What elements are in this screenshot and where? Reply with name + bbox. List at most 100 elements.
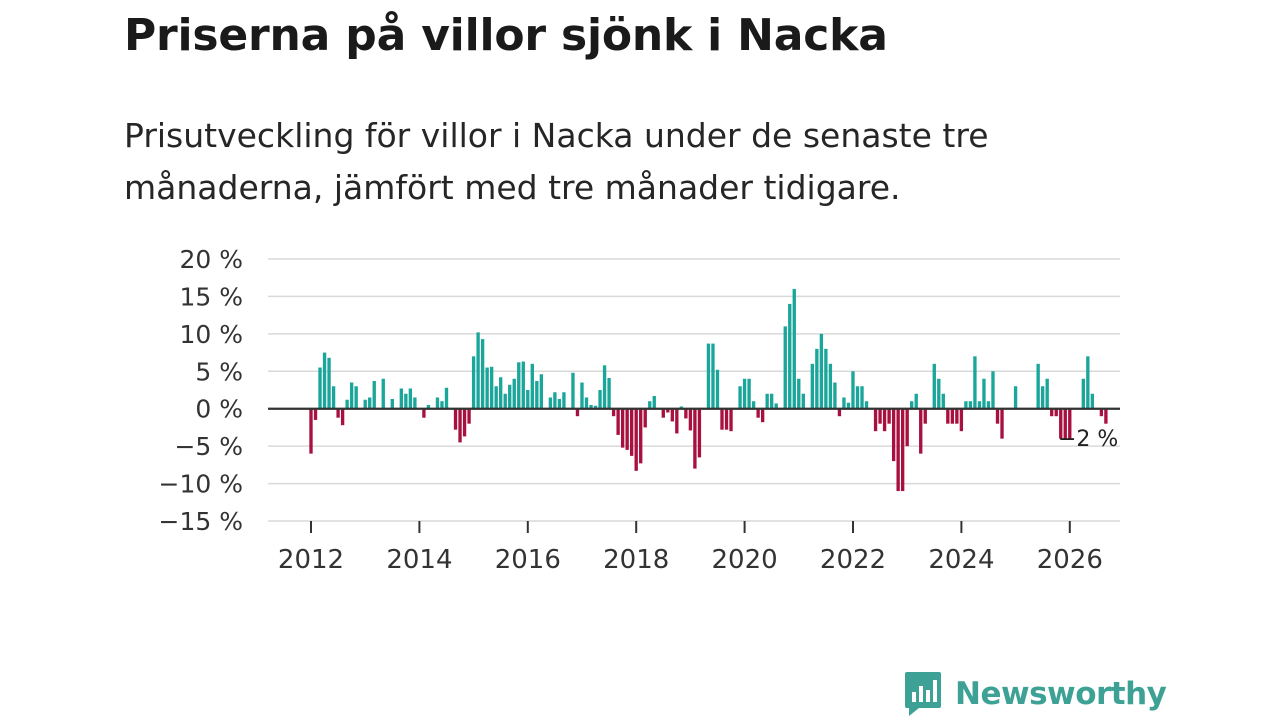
bar bbox=[810, 363, 815, 409]
bar bbox=[399, 388, 404, 409]
bar bbox=[973, 356, 977, 409]
logo-text: Newsworthy bbox=[955, 676, 1167, 712]
bar bbox=[679, 406, 684, 409]
bar bbox=[959, 408, 964, 432]
bar bbox=[440, 401, 444, 409]
y-tick-label: 5 % bbox=[195, 357, 243, 386]
bar bbox=[900, 408, 905, 492]
bar bbox=[458, 408, 462, 443]
bar bbox=[715, 369, 720, 409]
bar bbox=[661, 408, 665, 418]
bar bbox=[602, 365, 607, 409]
bar bbox=[476, 332, 480, 409]
bar bbox=[607, 378, 611, 409]
bar bbox=[738, 386, 742, 409]
bar bbox=[824, 348, 828, 409]
bar bbox=[887, 408, 891, 424]
bar bbox=[923, 408, 927, 424]
bar bbox=[535, 381, 539, 409]
bar bbox=[639, 408, 643, 464]
bar bbox=[1081, 378, 1085, 409]
bar bbox=[837, 408, 842, 417]
bar bbox=[1045, 378, 1049, 409]
bar bbox=[747, 378, 751, 409]
bar bbox=[390, 398, 394, 409]
bar bbox=[643, 408, 647, 428]
bar bbox=[368, 397, 372, 409]
bar bbox=[471, 356, 476, 409]
bar bbox=[1054, 408, 1058, 417]
bar bbox=[688, 408, 693, 431]
bar bbox=[919, 408, 923, 454]
y-tick-label: 15 % bbox=[179, 282, 243, 311]
y-tick-label: 10 % bbox=[179, 320, 243, 349]
bar bbox=[426, 404, 431, 409]
x-tick-label: 2018 bbox=[603, 545, 669, 575]
bar bbox=[968, 401, 973, 409]
bar bbox=[1063, 408, 1067, 439]
bar bbox=[986, 401, 991, 409]
bar bbox=[914, 393, 918, 409]
bar bbox=[327, 357, 331, 409]
bar bbox=[946, 408, 950, 424]
bar bbox=[322, 352, 327, 409]
bar bbox=[629, 408, 634, 456]
last-value-annotation: −2 % bbox=[1058, 427, 1118, 452]
bar bbox=[318, 367, 322, 409]
bar bbox=[684, 408, 688, 419]
bar bbox=[801, 393, 805, 409]
newsworthy-logo-icon bbox=[905, 672, 941, 716]
bar bbox=[819, 333, 824, 409]
bar bbox=[435, 397, 440, 409]
bar bbox=[562, 392, 566, 409]
bar bbox=[309, 408, 313, 454]
bar bbox=[462, 408, 467, 437]
x-tick-label: 2022 bbox=[820, 545, 886, 575]
bar bbox=[1090, 393, 1095, 409]
bar bbox=[693, 408, 697, 469]
bar bbox=[652, 395, 656, 409]
bar bbox=[526, 390, 530, 409]
page-title: Priserna på villor sjönk i Nacka bbox=[124, 10, 888, 61]
bar bbox=[331, 386, 336, 409]
bar bbox=[797, 378, 801, 409]
y-tick-label: −5 % bbox=[174, 432, 243, 461]
bar bbox=[720, 408, 724, 430]
bar bbox=[553, 392, 557, 409]
bar bbox=[512, 378, 516, 409]
y-tick-label: −15 % bbox=[159, 507, 243, 536]
bar bbox=[846, 402, 851, 409]
bar bbox=[774, 403, 778, 409]
bar bbox=[634, 408, 638, 471]
bar bbox=[453, 408, 458, 430]
bar bbox=[489, 366, 494, 409]
bar bbox=[530, 363, 534, 409]
x-tick-label: 2014 bbox=[386, 545, 452, 575]
bar bbox=[557, 398, 562, 409]
bar bbox=[783, 326, 787, 409]
bar bbox=[422, 408, 426, 418]
bar bbox=[770, 393, 774, 409]
bar bbox=[480, 339, 485, 409]
bar bbox=[896, 408, 900, 492]
bar bbox=[1050, 408, 1054, 417]
bar bbox=[521, 361, 525, 409]
bar bbox=[349, 382, 354, 409]
bar bbox=[905, 408, 909, 447]
bar bbox=[891, 408, 896, 462]
x-tick-label: 2024 bbox=[928, 545, 994, 575]
bar bbox=[589, 404, 593, 409]
bar bbox=[408, 388, 413, 409]
bar bbox=[991, 371, 995, 409]
x-tick-label: 2012 bbox=[278, 545, 344, 575]
bar bbox=[756, 408, 760, 418]
x-tick-label: 2026 bbox=[1037, 545, 1103, 575]
bar bbox=[851, 371, 855, 409]
bar bbox=[413, 397, 417, 409]
bar bbox=[1068, 408, 1072, 439]
bar bbox=[354, 386, 358, 409]
bar bbox=[444, 387, 449, 409]
bar bbox=[815, 348, 819, 409]
bar bbox=[751, 401, 756, 409]
